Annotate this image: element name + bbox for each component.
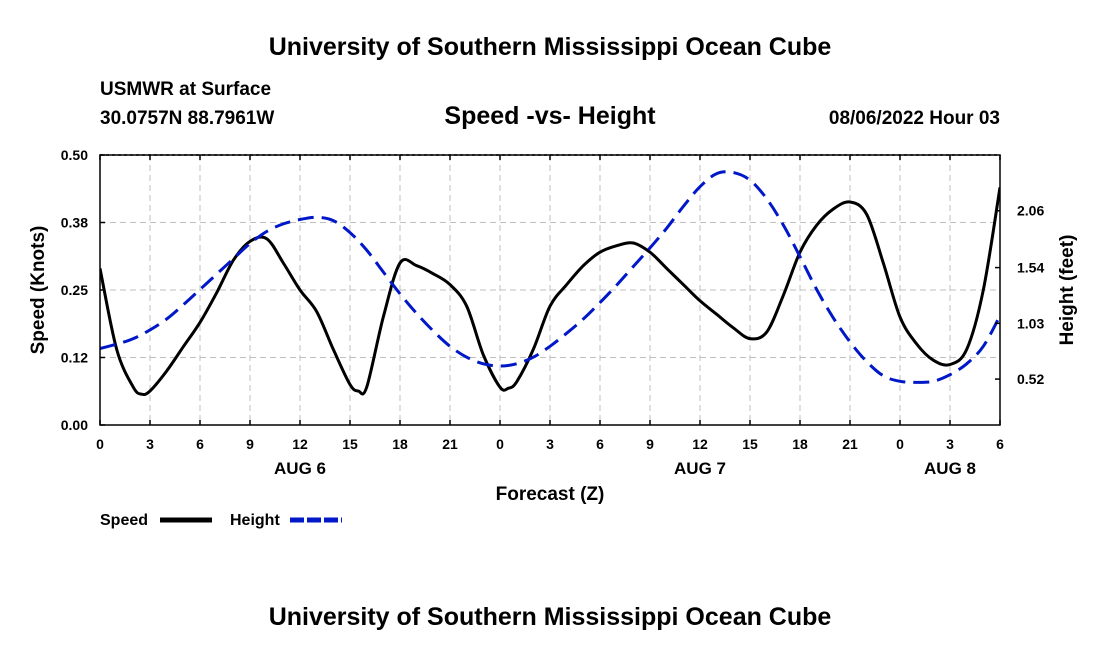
x-tick-label: 0 — [896, 436, 904, 452]
x-tick-label: 9 — [646, 436, 654, 452]
y-left-tick-label: 0.50 — [61, 147, 88, 163]
x-day-label: AUG 7 — [674, 459, 726, 478]
y-right-tick-label: 0.52 — [1017, 371, 1044, 387]
series-layer — [100, 170, 1000, 397]
x-tick-label: 3 — [546, 436, 554, 452]
chart-main-title: University of Southern Mississippi Ocean… — [269, 33, 832, 61]
x-tick-label: 21 — [842, 436, 858, 452]
legend-height-label: Height — [230, 512, 280, 529]
x-tick-label: 0 — [96, 436, 104, 452]
y-left-tick-label: 0.25 — [61, 282, 88, 298]
x-tick-label: 15 — [342, 436, 358, 452]
x-tick-label: 6 — [996, 436, 1004, 452]
x-tick-label: 12 — [292, 436, 308, 452]
x-tick-label: 9 — [246, 436, 254, 452]
grid-lines — [100, 154, 1000, 425]
y-right-tick-label: 2.06 — [1017, 203, 1044, 219]
x-tick-label: 21 — [442, 436, 458, 452]
x-tick-label: 6 — [196, 436, 204, 452]
coordinates-label: 30.0757N 88.7961W — [100, 108, 274, 129]
x-tick-label: 3 — [146, 436, 154, 452]
x-tick-label: 18 — [792, 436, 808, 452]
y-left-tick-label: 0.38 — [61, 215, 88, 231]
legend: Speed Height — [100, 512, 342, 529]
chart-subtitle: Speed -vs- Height — [444, 102, 656, 130]
station-label: USMWR at Surface — [100, 79, 271, 100]
x-day-label: AUG 8 — [924, 459, 976, 478]
y-left-tick-label: 0.00 — [61, 417, 88, 433]
y-axis-right-title: Height (feet) — [1057, 235, 1078, 346]
x-axis-title: Forecast (Z) — [496, 484, 605, 505]
axes: 0 3 6 9 12 15 18 21 0 3 6 9 12 15 18 21 0 3 6 0.00 0.12 0.25 0… — [61, 147, 1045, 478]
series-line-height — [100, 170, 1000, 384]
y-right-tick-label: 1.54 — [1017, 260, 1044, 276]
y-axis-left-title: Speed (Knots) — [28, 226, 49, 355]
x-tick-label: 6 — [596, 436, 604, 452]
x-day-label: AUG 6 — [274, 459, 326, 478]
y-left-tick-label: 0.12 — [61, 350, 88, 366]
x-tick-label: 0 — [496, 436, 504, 452]
forecast-datetime: 08/06/2022 Hour 03 — [829, 108, 1000, 129]
x-tick-label: 3 — [946, 436, 954, 452]
x-tick-label: 18 — [392, 436, 408, 452]
x-tick-label: 15 — [742, 436, 758, 452]
x-tick-label: 12 — [692, 436, 708, 452]
chart-footer-title: University of Southern Mississippi Ocean… — [269, 603, 832, 631]
y-right-tick-label: 1.03 — [1017, 315, 1044, 331]
legend-speed-label: Speed — [100, 512, 148, 529]
